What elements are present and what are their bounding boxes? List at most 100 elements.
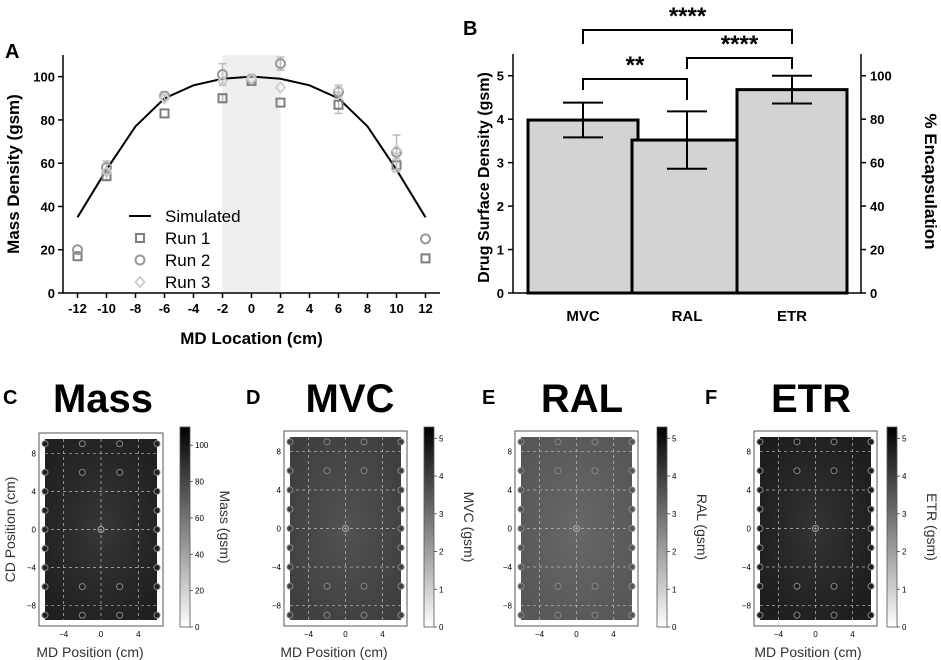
etr-sample-point	[756, 563, 764, 571]
mass-y-axis-label: CD Position (cm)	[2, 477, 18, 583]
etr-x-tick-label: 0	[813, 630, 818, 639]
etr-sample-point	[867, 611, 875, 619]
mass-y-tick-label: 8	[32, 449, 37, 458]
a-x-tick-label: 12	[418, 301, 432, 316]
ral-sample-point	[554, 438, 562, 446]
significance-bracket	[582, 78, 688, 100]
b-y-tick-label: 1	[497, 243, 504, 258]
etr-sample-point	[793, 582, 801, 590]
mvc-sample-point	[323, 611, 331, 619]
ral-sample-point	[628, 582, 636, 590]
etr-colorbar-tick-label: 1	[902, 585, 907, 594]
ral-sample-point	[517, 563, 525, 571]
ral-x-tick-label: 0	[574, 630, 579, 639]
mass-title: Mass	[53, 377, 153, 421]
mvc-x-axis-label: MD Position (cm)	[280, 644, 387, 660]
mass-sample-point	[41, 611, 49, 619]
mass-sample-point	[41, 564, 49, 572]
mvc-sample-point	[286, 582, 294, 590]
run-3-point	[216, 74, 229, 88]
run-3-point	[274, 81, 287, 94]
run-1-point	[72, 251, 83, 262]
etr-colorbar-tick-label: 5	[902, 434, 907, 443]
mass-x-tick-label: 0	[99, 630, 104, 639]
a-x-tick-label: 8	[364, 301, 371, 316]
mvc-sample-point	[397, 467, 405, 475]
ral-x-tick-label: −4	[535, 630, 545, 639]
run-3-point	[158, 91, 171, 105]
mass-colorbar	[179, 426, 191, 628]
mass-y-tick-label: −4	[27, 564, 37, 573]
mvc-y-tick-label: −8	[272, 602, 282, 611]
mass-sample-point	[153, 440, 161, 448]
legend-marker-run-1	[135, 233, 145, 243]
run-1-point	[333, 99, 344, 110]
ral-sample-point	[517, 544, 525, 552]
mvc-colorbar-tick-label: 2	[439, 548, 444, 557]
etr-sample-point	[756, 467, 764, 475]
mass-sample-point	[116, 440, 124, 448]
run-2-point	[275, 58, 286, 70]
mvc-sample-point	[397, 611, 405, 619]
etr-title: ETR	[771, 377, 851, 421]
significance-bracket	[686, 57, 793, 69]
a-x-tick-label: -2	[217, 301, 229, 316]
ral-sample-point	[591, 467, 599, 475]
etr-sample-point	[830, 582, 838, 590]
a-y-tick-label: 0	[48, 286, 55, 301]
mass-sample-point	[153, 545, 161, 553]
a-x-axis-label: MD Location (cm)	[180, 329, 323, 348]
mass-sample-point	[153, 526, 161, 533]
etr-sample-point	[756, 525, 764, 532]
mvc-sample-point	[360, 438, 368, 446]
etr-sample-point	[756, 486, 764, 494]
ral-sample-point	[628, 525, 636, 532]
ral-sample-point	[628, 438, 636, 446]
ral-sample-point	[573, 525, 580, 532]
etr-sample-point	[812, 525, 819, 532]
etr-sample-point	[793, 611, 801, 619]
ral-colorbar	[656, 426, 668, 628]
a-x-tick-label: -8	[130, 301, 142, 316]
ral-sample-point	[517, 525, 525, 532]
a-x-tick-label: -12	[68, 301, 87, 316]
run-2-point	[420, 233, 431, 245]
mass-colorbar-tick-label: 20	[195, 587, 204, 596]
mass-sample-point	[116, 611, 124, 619]
a-y-axis-label: Mass Density (gsm)	[4, 94, 23, 254]
mvc-x-tick-label: −4	[304, 630, 314, 639]
etr-sample-point	[830, 611, 838, 619]
etr-colorbar-tick-label: 0	[902, 623, 907, 632]
mass-x-tick-label: 4	[136, 630, 141, 639]
b-y2-axis-label: % Encapsulation	[921, 113, 940, 249]
etr-sample-point	[756, 505, 764, 513]
ral-sample-point	[628, 544, 636, 552]
mvc-sample-point	[397, 525, 405, 532]
mvc-sample-point	[360, 467, 368, 475]
ral-colorbar-tick-label: 0	[672, 623, 677, 632]
mass-sample-point	[41, 526, 49, 533]
mvc-sample-point	[397, 563, 405, 571]
mass-sample-point	[41, 468, 49, 476]
etr-sample-point	[867, 486, 875, 494]
ral-sample-point	[591, 438, 599, 446]
mvc-sample-point	[397, 582, 405, 590]
b-y2-tick-label: 80	[870, 112, 884, 127]
etr-y-tick-label: 0	[747, 525, 752, 534]
ral-sample-point	[628, 505, 636, 513]
mass-colorbar-tick-label: 60	[195, 514, 204, 523]
mass-sample-point	[153, 564, 161, 572]
a-x-tick-label: 0	[248, 301, 255, 316]
mvc-sample-point	[286, 544, 294, 552]
mass-sample-point	[116, 583, 124, 591]
bar-mvc	[526, 118, 640, 295]
panel-letter-b: B	[463, 18, 477, 40]
ral-sample-point	[517, 486, 525, 494]
ral-x-tick-label: 4	[611, 630, 616, 639]
mvc-sample-point	[342, 525, 349, 532]
ral-sample-point	[628, 563, 636, 571]
significance-label: ****	[669, 3, 707, 30]
ral-colorbar-tick-label: 5	[672, 434, 677, 443]
mass-y-tick-label: 4	[32, 487, 37, 496]
run-2-point	[333, 86, 344, 98]
